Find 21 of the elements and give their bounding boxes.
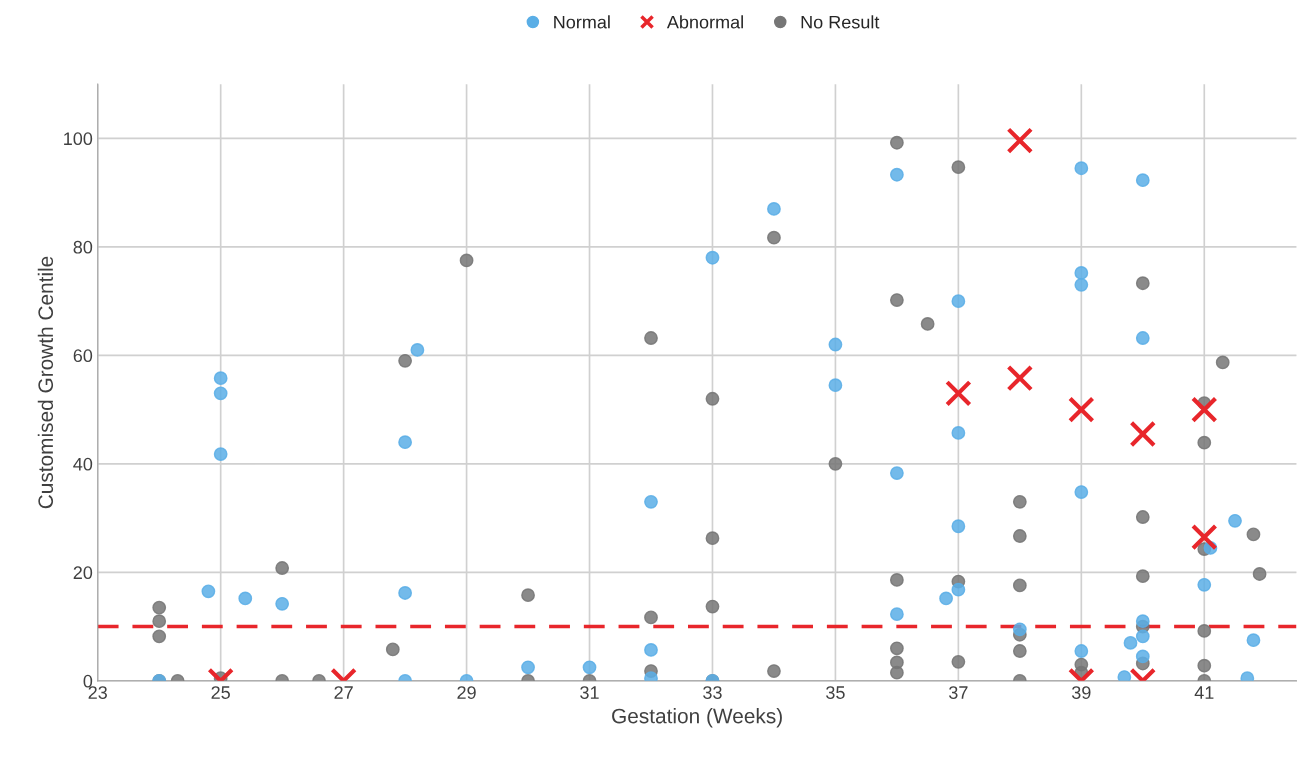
- x-tick-label: 33: [703, 686, 722, 699]
- y-axis-title: Customised Growth Centile: [37, 256, 54, 509]
- x-tick-label: 41: [1194, 686, 1214, 699]
- y-tick-label: 40: [73, 457, 93, 471]
- legend-label: Abnormal: [666, 15, 743, 29]
- x-tick-label: 27: [334, 686, 353, 699]
- y-tick-label: 80: [73, 240, 93, 254]
- x-tick-label: 23: [88, 686, 107, 699]
- y-tick-label: 60: [73, 349, 93, 363]
- y-tick-label: 100: [64, 132, 93, 146]
- x-tick-label: 39: [1071, 686, 1091, 699]
- x-tick-label: 31: [580, 686, 599, 699]
- x-tick-label: 29: [457, 686, 476, 699]
- legend-label: Normal: [554, 15, 610, 29]
- x-tick-label: 35: [826, 686, 845, 699]
- y-tick-label: 0: [83, 674, 93, 688]
- x-tick-label: 37: [949, 686, 968, 699]
- x-tick-label: 25: [211, 686, 230, 699]
- x-axis-title: Gestation (Weeks): [612, 708, 782, 728]
- y-tick-label: 20: [73, 566, 93, 580]
- legend-label: No Result: [801, 15, 880, 29]
